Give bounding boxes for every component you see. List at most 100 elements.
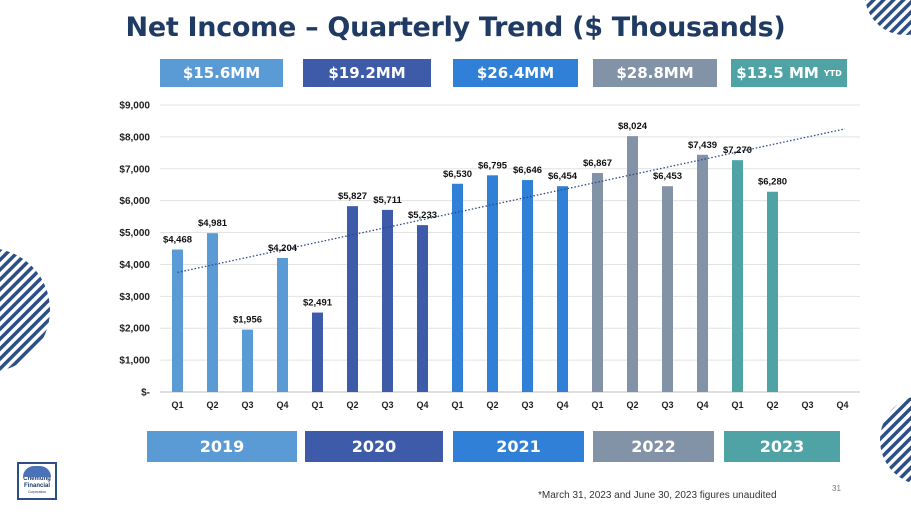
year-box-2023: 2023 [724, 431, 840, 462]
x-tick-label: Q4 [556, 400, 568, 410]
x-tick-label: Q2 [626, 400, 638, 410]
bar [557, 186, 568, 392]
y-tick-label: $4,000 [119, 260, 150, 271]
year-label: 2019 [199, 437, 245, 456]
bar [592, 173, 603, 392]
page-title: Net Income – Quarterly Trend ($ Thousand… [125, 12, 786, 43]
logo-emblem [23, 466, 51, 477]
page-number: 31 [832, 484, 841, 493]
annual-total-2023: $13.5 MM YTD [731, 59, 847, 87]
bar [417, 225, 428, 392]
x-tick-label: Q3 [381, 400, 393, 410]
bar [522, 180, 533, 392]
x-tick-label: Q3 [801, 400, 813, 410]
data-label: $7,270 [723, 145, 752, 156]
year-box-2020: 2020 [305, 431, 443, 462]
bar [277, 257, 288, 392]
annual-total-label: $19.2MM [328, 64, 406, 82]
annual-total-label: $15.6MM [182, 64, 261, 82]
data-label: $4,204 [268, 243, 298, 254]
bar [382, 209, 393, 392]
x-tick-label: Q2 [766, 400, 778, 410]
data-label: $5,711 [373, 195, 402, 206]
bar [207, 233, 218, 392]
year-label: 2020 [351, 437, 397, 456]
x-tick-label: Q3 [521, 400, 533, 410]
bars [172, 136, 778, 392]
bar [662, 186, 673, 392]
bar [242, 329, 253, 392]
footnote: *March 31, 2023 and June 30, 2023 figure… [538, 490, 777, 501]
x-tick-label: Q4 [696, 400, 708, 410]
bar [452, 183, 463, 392]
data-label: $6,530 [443, 169, 472, 180]
bar [487, 175, 498, 392]
y-tick-label: $7,000 [119, 164, 150, 175]
data-label: $7,439 [688, 140, 717, 151]
stripe-circle-right [880, 397, 911, 483]
data-label: $6,795 [478, 160, 508, 171]
annual-total-2020: $19.2MM [303, 59, 431, 87]
stripe-circle-top-right [865, 0, 911, 35]
x-tick-label: Q1 [451, 400, 463, 410]
year-label: 2022 [631, 437, 676, 456]
logo-line-2: Financial [23, 483, 50, 489]
data-label: $2,491 [303, 298, 333, 309]
x-tick-label: Q1 [591, 400, 603, 410]
data-label: $6,454 [548, 171, 578, 182]
year-box-2019: 2019 [147, 431, 297, 462]
bar [347, 206, 358, 392]
grid-layer [160, 104, 860, 393]
annual-total-label: $26.4MM [476, 64, 555, 82]
x-axis-ticks: Q1 Q2 Q3 Q4 Q1 Q2 Q3 Q4 Q1 Q2 Q3 Q4 Q1 Q2 Q3 Q4 Q1 Q2 Q3 Q4 [171, 400, 848, 410]
annual-total-2021: $26.4MM [453, 59, 578, 87]
annual-total-label: $13.5 MM [736, 64, 819, 82]
data-label: $8,024 [618, 121, 648, 132]
ytd-suffix: YTD [823, 68, 842, 78]
bar [767, 191, 778, 392]
bar [312, 312, 323, 392]
x-tick-label: Q4 [416, 400, 428, 410]
data-label: $6,453 [653, 171, 682, 182]
data-label: $4,981 [198, 218, 228, 229]
bar [697, 154, 708, 392]
data-label: $5,233 [408, 210, 437, 221]
y-axis-ticks: $- $1,000 $2,000 $3,000 $4,000 $5,000 $6,000 $7… [119, 101, 150, 399]
x-tick-label: Q3 [661, 400, 673, 410]
bar [732, 160, 743, 392]
x-tick-label: Q1 [311, 400, 323, 410]
data-label: $4,468 [163, 235, 192, 246]
y-tick-label: $1,000 [119, 356, 150, 367]
y-tick-label: $9,000 [119, 101, 150, 112]
x-tick-label: Q4 [276, 400, 288, 410]
logo-line-1: Chemung [23, 476, 51, 482]
company-logo: Chemung Financial Corporation [17, 462, 57, 500]
y-tick-label: $8,000 [119, 132, 150, 143]
y-tick-label: $- [141, 388, 150, 399]
y-tick-label: $3,000 [119, 292, 150, 303]
x-tick-label: Q2 [206, 400, 218, 410]
annual-total-2022: $28.8MM [593, 59, 717, 87]
logo-line-3: Corporation [27, 490, 47, 494]
x-tick-label: Q4 [836, 400, 848, 410]
data-label: $5,827 [338, 191, 367, 202]
bar [172, 249, 183, 392]
year-label: 2023 [759, 437, 805, 456]
bar [627, 136, 638, 392]
data-label: $6,867 [583, 158, 612, 169]
data-label: $6,646 [513, 165, 542, 176]
data-label: $1,956 [233, 315, 262, 326]
y-tick-label: $5,000 [119, 228, 150, 239]
data-labels: $4,468 $4,981 $1,956 $4,204 $2,491 $5,827 $5,7… [163, 121, 787, 326]
y-tick-label: $6,000 [119, 196, 150, 207]
annual-total-2019: $15.6MM [160, 59, 283, 87]
stripe-circle-left [0, 249, 50, 371]
year-label: 2021 [496, 437, 541, 456]
y-tick-label: $2,000 [119, 324, 150, 335]
x-tick-label: Q1 [731, 400, 743, 410]
year-box-2022: 2022 [593, 431, 714, 462]
x-tick-label: Q1 [171, 400, 183, 410]
x-tick-label: Q2 [346, 400, 358, 410]
x-tick-label: Q3 [241, 400, 253, 410]
